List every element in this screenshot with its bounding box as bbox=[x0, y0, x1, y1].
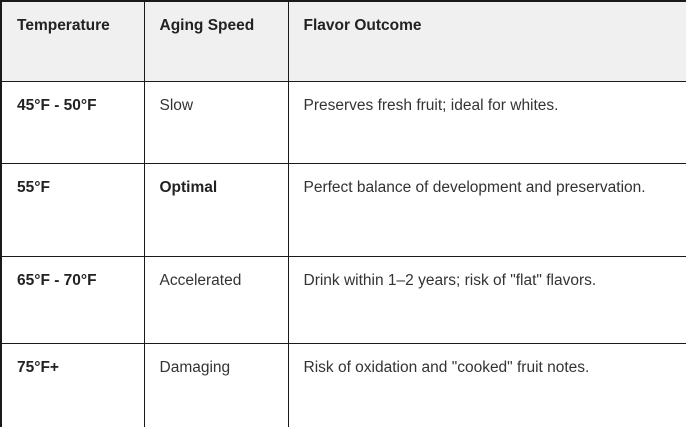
aging-speed-cell: Optimal bbox=[143, 162, 289, 257]
table-header-row: Temperature Aging Speed Flavor Outcome bbox=[0, 0, 686, 82]
flavor-outcome-cell: Preserves fresh fruit; ideal for whites. bbox=[287, 80, 686, 164]
temperature-cell: 55°F bbox=[0, 162, 145, 257]
table-row: 55°F Optimal Perfect balance of developm… bbox=[0, 162, 686, 257]
aging-speed-cell: Damaging bbox=[143, 342, 289, 427]
column-header-aging-speed: Aging Speed bbox=[143, 0, 289, 82]
flavor-outcome-cell: Drink within 1–2 years; risk of "flat" f… bbox=[287, 255, 686, 344]
temperature-cell: 75°F+ bbox=[0, 342, 145, 427]
table-row: 75°F+ Damaging Risk of oxidation and "co… bbox=[0, 342, 686, 427]
table-row: 45°F - 50°F Slow Preserves fresh fruit; … bbox=[0, 80, 686, 164]
flavor-outcome-cell: Risk of oxidation and "cooked" fruit not… bbox=[287, 342, 686, 427]
temperature-cell: 65°F - 70°F bbox=[0, 255, 145, 344]
temperature-cell: 45°F - 50°F bbox=[0, 80, 145, 164]
table-row: 65°F - 70°F Accelerated Drink within 1–2… bbox=[0, 255, 686, 344]
column-header-temperature: Temperature bbox=[0, 0, 145, 82]
flavor-outcome-cell: Perfect balance of development and prese… bbox=[287, 162, 686, 257]
aging-speed-cell: Slow bbox=[143, 80, 289, 164]
aging-speed-cell: Accelerated bbox=[143, 255, 289, 344]
column-header-flavor-outcome: Flavor Outcome bbox=[287, 0, 686, 82]
